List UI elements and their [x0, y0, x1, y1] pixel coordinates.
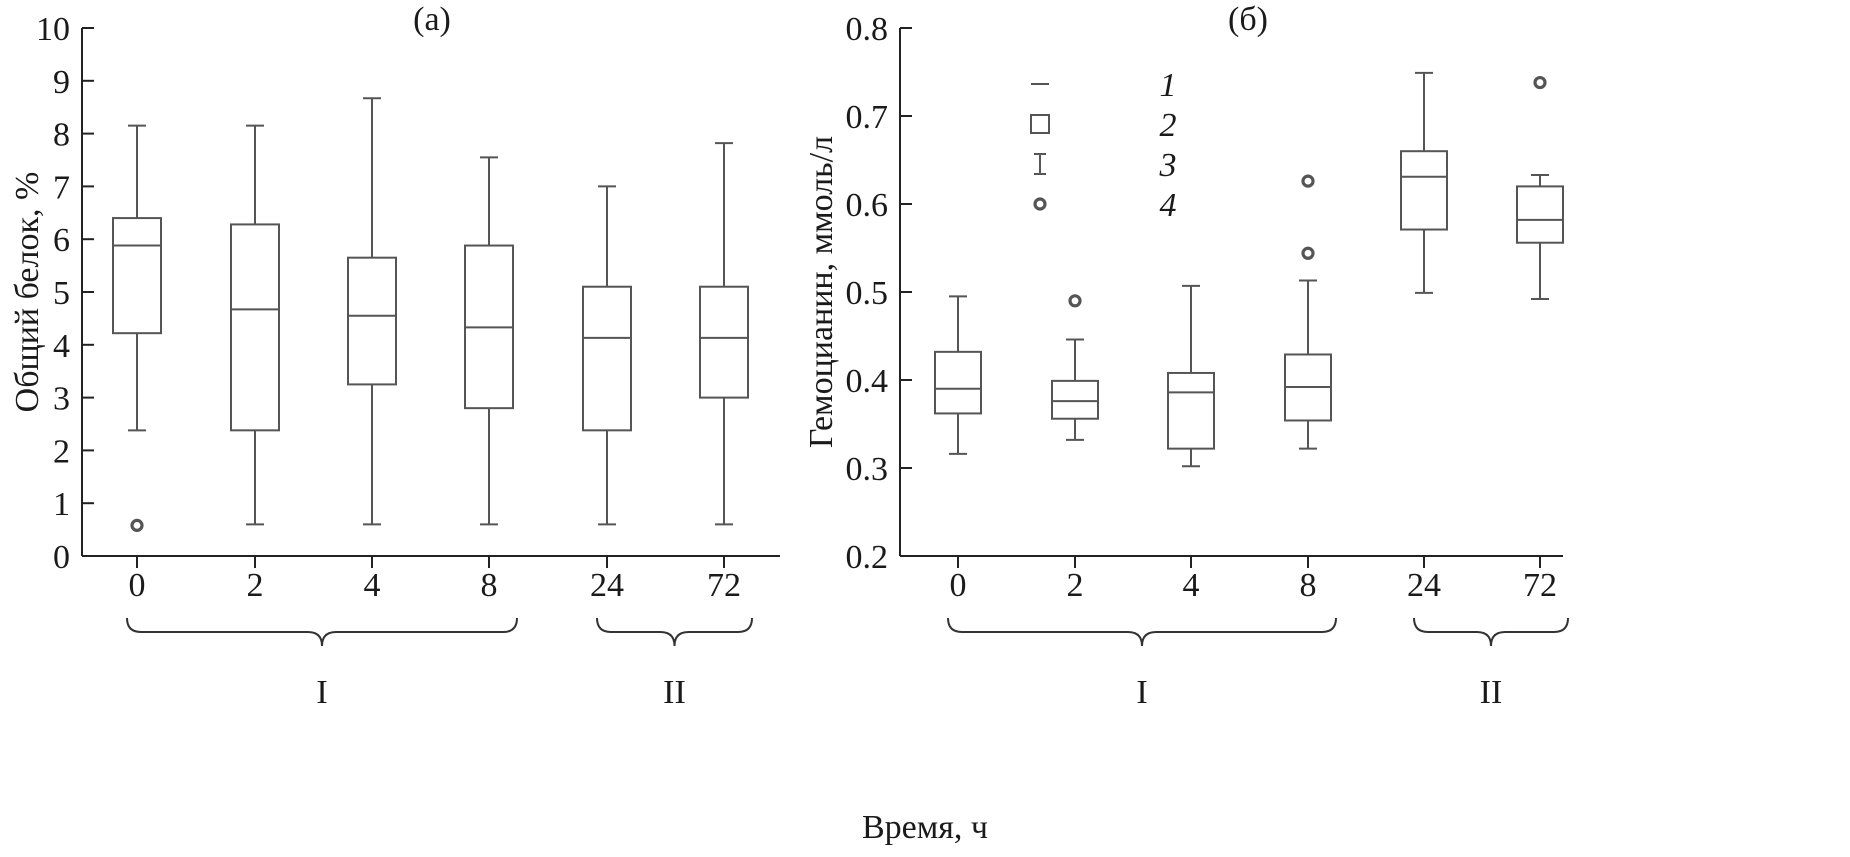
y-tick-label: 10: [36, 11, 70, 48]
outlier-point: [1301, 246, 1315, 260]
box-0: [112, 124, 162, 532]
y-tick-label: 0.2: [846, 539, 889, 576]
group-brace: [596, 617, 753, 647]
group-brace: [1413, 617, 1569, 647]
y-tick-label: 8: [53, 117, 70, 154]
y-tick-label: 0.4: [846, 363, 889, 400]
x-tick-label: 4: [364, 567, 381, 604]
y-tick-label: 5: [53, 275, 70, 312]
iqr-box: [1051, 379, 1099, 420]
box-2: [230, 124, 280, 526]
group-label: II: [1480, 674, 1503, 711]
iqr-box: [1516, 185, 1564, 244]
box-4: [347, 97, 397, 526]
group-brace: [947, 617, 1337, 647]
legend-outlier-icon: [1033, 197, 1047, 211]
y-tick-label: 0.7: [846, 99, 889, 136]
y-tick-label: 3: [53, 381, 70, 418]
y-tick-label: 0: [53, 539, 70, 576]
legend-item-3: 3: [1159, 147, 1177, 184]
y-axis-title: Гемоцианин, ммоль/л: [803, 136, 840, 448]
iqr-box: [582, 285, 632, 432]
box-72: [699, 142, 749, 526]
group-label: I: [1136, 674, 1147, 711]
iqr-box: [1400, 150, 1448, 231]
outlier-point: [130, 518, 144, 532]
y-tick-label: 0.6: [846, 187, 889, 224]
x-axis-title: Время, ч: [862, 809, 988, 846]
iqr-box: [347, 256, 397, 386]
y-tick-label: 4: [53, 328, 70, 365]
x-tick-label: 72: [1523, 567, 1557, 604]
iqr-box: [112, 217, 162, 335]
iqr-box: [230, 223, 280, 432]
box-24: [1400, 71, 1448, 294]
iqr-box: [1167, 371, 1215, 450]
y-tick-label: 1: [53, 486, 70, 523]
box-24: [582, 185, 632, 526]
panel-title: (б): [1228, 1, 1268, 38]
panel-title: (а): [413, 1, 451, 38]
legend-item-2: 2: [1160, 107, 1177, 144]
x-tick-label: 72: [707, 567, 741, 604]
x-tick-label: 4: [1183, 567, 1200, 604]
iqr-box: [934, 350, 982, 415]
x-tick-label: 8: [1300, 567, 1317, 604]
outlier-point: [1301, 174, 1315, 188]
y-tick-label: 0.3: [846, 451, 889, 488]
outlier-point: [1533, 75, 1547, 90]
y-tick-label: 2: [53, 433, 70, 470]
group-label: II: [663, 674, 686, 711]
group-label: I: [316, 674, 327, 711]
box-8: [464, 156, 514, 526]
y-tick-label: 0.5: [846, 275, 889, 312]
x-tick-label: 2: [247, 567, 264, 604]
box-8: [1284, 174, 1332, 450]
y-axis-title: Общий белок, %: [9, 172, 46, 413]
box-0: [934, 295, 982, 455]
legend-item-4: 4: [1160, 187, 1177, 224]
box-72: [1516, 75, 1564, 301]
y-tick-label: 6: [53, 222, 70, 259]
x-tick-label: 0: [950, 567, 967, 604]
group-brace: [126, 617, 518, 647]
iqr-box: [699, 285, 749, 399]
box-2: [1051, 294, 1099, 441]
x-tick-label: 2: [1067, 567, 1084, 604]
outlier-point: [1068, 294, 1082, 308]
y-tick-label: 0.8: [846, 11, 889, 48]
x-tick-label: 0: [129, 567, 146, 604]
x-tick-label: 24: [1407, 567, 1441, 604]
x-tick-label: 8: [481, 567, 498, 604]
legend-box-icon: [1030, 114, 1050, 134]
y-tick-label: 7: [53, 169, 70, 206]
panel-b-hemocyanin: 0.20.30.40.50.60.70.80 2 4 8 24 72(б)Гемоциан…: [803, 1, 1569, 711]
legend-item-1: 1: [1160, 67, 1177, 104]
y-tick-label: 9: [53, 64, 70, 101]
box-4: [1167, 284, 1215, 468]
x-tick-label: 24: [590, 567, 624, 604]
